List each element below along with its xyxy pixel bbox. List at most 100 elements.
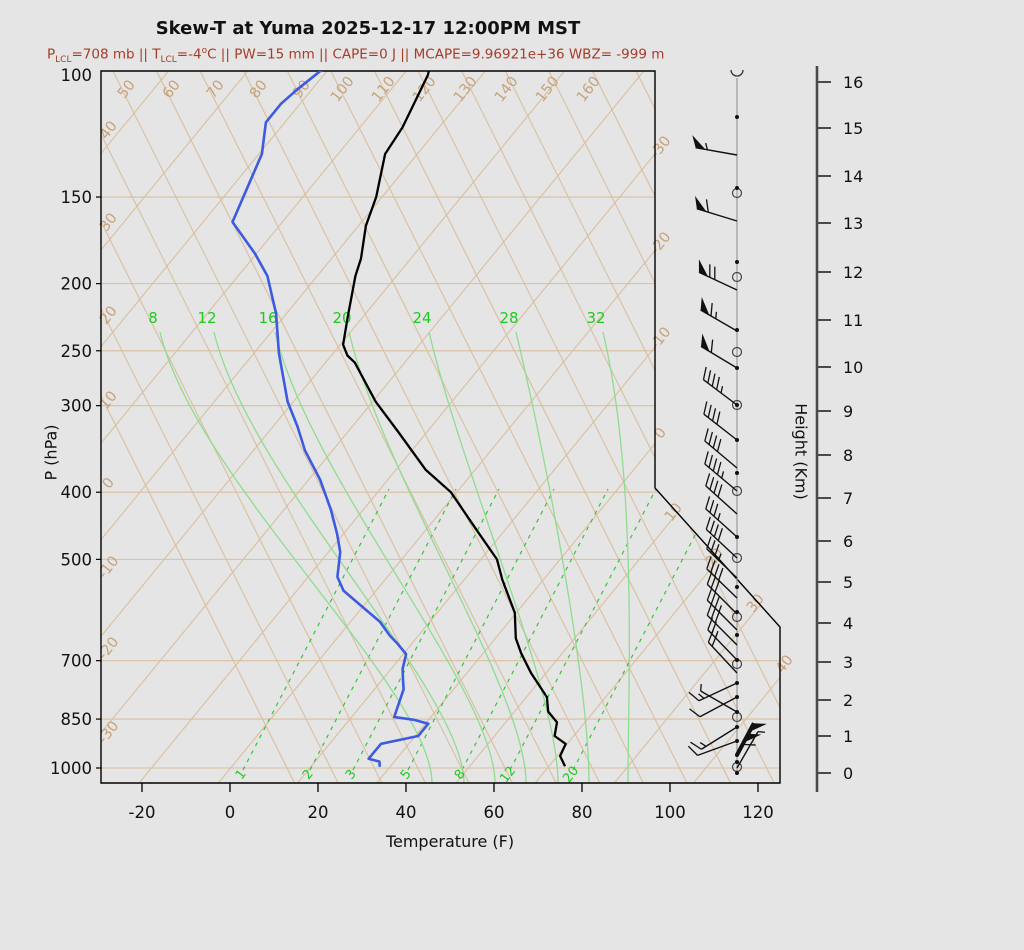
isopleth-labels: 50 60 70 80 90 100 110 120 130 140 150 160403020100… <box>95 74 797 747</box>
isopleth-label: -20 <box>647 229 674 258</box>
height-tick-label: 2 <box>843 691 853 710</box>
temperature-tick-label: 0 <box>225 803 236 822</box>
moist-adiabat-label: 16 <box>258 309 277 327</box>
temperature-tick-label: -20 <box>129 803 156 822</box>
height-tick-label: 6 <box>843 532 853 551</box>
pressure-tick-label: 250 <box>61 342 93 361</box>
wind-barb <box>706 536 738 579</box>
wind-barb <box>700 333 738 369</box>
wind-barb <box>706 587 738 631</box>
station-circle <box>731 399 743 411</box>
station-dot <box>735 771 739 775</box>
isopleth-label: 10 <box>662 500 686 524</box>
moist-adiabat-label: 32 <box>586 309 605 327</box>
isopleth-label: 110 <box>369 74 399 106</box>
height-tick-label: 14 <box>843 167 863 186</box>
wind-barb <box>706 571 738 615</box>
isopleth-label: 60 <box>160 77 184 101</box>
pressure-tick-label: 400 <box>61 483 93 502</box>
station-circle <box>731 485 743 497</box>
station-circle <box>731 271 743 283</box>
height-tick-label: 3 <box>843 653 853 672</box>
plot-border <box>100 70 781 784</box>
wind-barb <box>705 496 738 538</box>
height-tick-label: 8 <box>843 446 853 465</box>
wind-barb <box>706 602 738 646</box>
wind-barb <box>735 722 767 756</box>
wind-barb <box>687 740 738 757</box>
temperature-tick-label: 80 <box>572 803 593 822</box>
station-dot <box>735 471 739 475</box>
station-dot <box>735 633 739 637</box>
height-tick-label: 12 <box>843 263 863 282</box>
isopleth-label: 70 <box>204 77 228 101</box>
pressure-tick-label: 1000 <box>50 759 92 778</box>
wind-barb <box>690 726 738 750</box>
station-dot <box>735 585 739 589</box>
wind-barb <box>706 556 738 599</box>
wind-barb <box>705 473 738 515</box>
wind-barb <box>736 730 766 769</box>
height-tick-label: 15 <box>843 119 863 138</box>
wind-barb <box>688 682 738 702</box>
pressure-tick-label: 700 <box>61 652 93 671</box>
height-tick-label: 11 <box>843 311 863 330</box>
dry-adiabat-lines <box>101 71 780 783</box>
isopleth-label: 140 <box>492 74 522 106</box>
height-tick-label: 10 <box>843 358 863 377</box>
station-circle <box>731 552 743 564</box>
station-dot <box>735 115 739 119</box>
height-tick-label: 0 <box>843 764 853 783</box>
pressure-tick-label: 200 <box>61 275 93 294</box>
temperature-curve <box>341 71 567 767</box>
temperature-axis-title: Temperature (F) <box>385 832 515 851</box>
chart-title: Skew-T at Yuma 2025-12-17 12:00PM MST <box>155 18 581 39</box>
height-tick-label: 13 <box>843 214 863 233</box>
wind-barb <box>702 366 738 406</box>
moist-adiabat-label: 28 <box>499 309 518 327</box>
calm-symbol <box>730 69 744 77</box>
station-circle <box>731 346 743 358</box>
pressure-tick-label: 300 <box>61 397 93 416</box>
wind-barb <box>705 516 738 559</box>
wind-barb <box>704 451 738 492</box>
wind-barb <box>699 683 738 713</box>
isopleth-label: 100 <box>328 74 358 106</box>
moist-adiabat-label: 24 <box>412 309 431 327</box>
isopleth-label: 40 <box>773 652 797 676</box>
moist-adiabat-label: 8 <box>148 309 158 327</box>
isotherm-lines <box>101 71 780 783</box>
dewpoint-curve <box>231 71 430 767</box>
height-tick-label: 16 <box>843 73 863 92</box>
wind-barbs <box>687 69 767 775</box>
moist-adiabat-label: 12 <box>197 309 216 327</box>
wind-barb <box>698 259 738 291</box>
temperature-tick-label: 20 <box>308 803 329 822</box>
isopleth-label: 90 <box>290 77 314 101</box>
station-dot <box>735 186 739 190</box>
pressure-tick-label: 100 <box>61 66 93 85</box>
isopleth-label: -10 <box>95 553 122 582</box>
isopleth-label: -30 <box>95 718 122 747</box>
height-tick-label: 7 <box>843 489 853 508</box>
isopleth-label: 0 <box>100 475 118 492</box>
mixing-ratio-label: 8 <box>452 767 469 783</box>
isopleth-label: 80 <box>247 77 271 101</box>
wind-barb <box>689 696 738 718</box>
temperature-tick-label: 60 <box>484 803 505 822</box>
station-dot <box>735 760 739 764</box>
wind-barb <box>703 401 738 441</box>
height-tick-label: 1 <box>843 727 853 746</box>
pressure-tick-label: 500 <box>61 550 93 569</box>
isopleth-label: 160 <box>574 74 604 106</box>
axis-ticks-labels: -20 0 20 40 60 80 100 1201001502002503004005007… <box>50 66 774 822</box>
height-tick-label: 4 <box>843 614 853 633</box>
isopleth-label: -10 <box>647 324 674 353</box>
mixing-ratio-label: 1 <box>233 767 250 783</box>
isopleth-label: 30 <box>744 591 768 615</box>
moist-adiabat-lines <box>159 331 630 783</box>
height-tick-label: 9 <box>843 402 853 421</box>
